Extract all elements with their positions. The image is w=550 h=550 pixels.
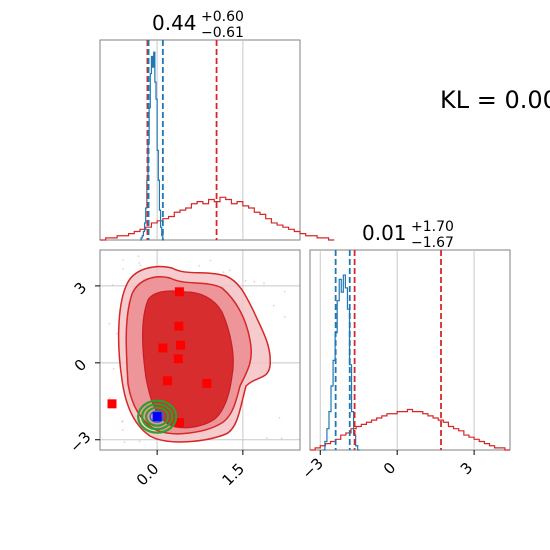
panel-joint-xticks: 0.0 1.5 xyxy=(133,450,248,489)
jt-scatter-dot xyxy=(115,332,118,335)
jt-blue-point xyxy=(152,412,162,422)
jt-scatter-dot xyxy=(123,441,126,444)
panel-marginal-y-title: 0.01 xyxy=(362,221,407,245)
panel-joint-blue-point xyxy=(152,412,162,422)
panel-marginal-x-title-sup: +0.60 xyxy=(201,9,244,25)
jt-scatter-dot xyxy=(111,284,114,286)
jt-green-contour-0 xyxy=(137,399,178,434)
jt-scatter-dot xyxy=(137,255,140,258)
jt-scatter-dot xyxy=(244,279,247,282)
panel-marginal-y-title-sup: +1.70 xyxy=(411,219,454,235)
jt-scatter-dot xyxy=(108,322,111,325)
jt-scatter-dot xyxy=(121,420,124,423)
panel-marginal-x: 0.44 +0.60 −0.61 xyxy=(99,9,335,241)
jt-xtick-label-0: 0.0 xyxy=(133,460,163,490)
panel-marginal-x-grid xyxy=(156,40,244,240)
my-hist-red xyxy=(310,408,510,451)
panel-marginal-x-title: 0.44 xyxy=(152,11,197,35)
my-xtick-label-1: 0 xyxy=(380,459,399,478)
panel-marginal-y: −3 0 3 0.01 +1.70 −1.67 xyxy=(299,219,511,483)
my-hist-blue xyxy=(322,274,360,451)
jt-scatter-dot xyxy=(122,268,125,270)
jt-red-point-6 xyxy=(202,378,212,388)
jt-red-point-5 xyxy=(162,376,172,386)
panel-joint-frame xyxy=(99,249,301,451)
mx-hist-blue xyxy=(140,51,164,241)
panel-marginal-y-grid xyxy=(319,250,475,450)
jt-scatter-dot xyxy=(209,259,212,262)
panel-marginal-y-title-sub: −1.67 xyxy=(411,235,454,251)
jt-blue-contour xyxy=(149,410,165,423)
panel-joint-red-points xyxy=(107,287,212,428)
my-xtick-label-0: −3 xyxy=(299,454,327,482)
jt-red-point-3 xyxy=(158,343,168,353)
panel-marginal-x-quantiles xyxy=(146,40,218,240)
jt-scatter-dot xyxy=(138,262,141,264)
my-xtick-label-2: 3 xyxy=(457,459,476,478)
jt-scatter-dot xyxy=(278,416,281,419)
jt-scatter-dot xyxy=(283,290,286,293)
panel-marginal-x-title-sub: −0.61 xyxy=(201,25,244,41)
jt-xtick-label-1: 1.5 xyxy=(219,460,249,490)
jt-scatter-dot xyxy=(272,304,275,307)
jt-red-point-1 xyxy=(174,321,184,331)
jt-scatter-dot xyxy=(122,259,124,261)
jt-scatter-dot xyxy=(121,429,124,431)
jt-green-contour-2 xyxy=(145,406,170,427)
panel-marginal-y-quantiles xyxy=(334,250,442,450)
jt-scatter-dot xyxy=(283,316,286,318)
jt-scatter-dot xyxy=(280,437,283,440)
jt-red-point-7 xyxy=(107,399,117,409)
jt-scatter-dot xyxy=(253,280,256,283)
kl-divergence-label: KL = 0.00 xyxy=(440,86,550,114)
jt-ytick-label-1: 0 xyxy=(71,356,90,375)
jt-scatter-dot xyxy=(198,264,201,267)
jt-red-point-0 xyxy=(174,287,184,297)
panel-marginal-x-histograms xyxy=(100,51,335,241)
jt-scatter-dot xyxy=(138,440,141,443)
panel-marginal-y-xticks: −3 0 3 xyxy=(299,450,476,483)
jt-scatter-dot xyxy=(139,264,142,267)
jt-red-point-8 xyxy=(174,418,184,428)
jt-scatter-dot xyxy=(265,437,268,439)
jt-scatter-dot xyxy=(222,271,225,274)
jt-green-contour-1 xyxy=(141,403,174,431)
panel-joint-green-contours xyxy=(137,399,178,434)
jt-scatter-dot xyxy=(112,368,115,370)
jt-ytick-label-2: 3 xyxy=(71,279,90,298)
panel-joint: 0.0 1.5 −3 0 3 xyxy=(66,249,301,489)
panel-marginal-y-histograms xyxy=(310,274,510,451)
jt-scatter-dot xyxy=(108,397,111,400)
panel-marginal-x-frame xyxy=(99,39,301,241)
panel-joint-yticks: −3 0 3 xyxy=(66,279,100,456)
contour-inner-fill xyxy=(141,290,234,429)
jt-scatter-dot xyxy=(228,269,231,272)
jt-red-point-4 xyxy=(173,354,183,364)
panel-marginal-y-frame xyxy=(309,249,511,451)
jt-ytick-label-0: −3 xyxy=(66,428,94,456)
jt-red-point-2 xyxy=(176,340,186,350)
jt-scatter-dot xyxy=(263,282,265,285)
